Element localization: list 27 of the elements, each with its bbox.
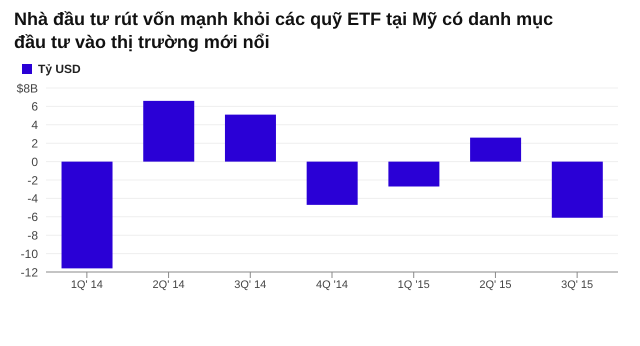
y-tick-label: -4 <box>27 192 38 206</box>
bar <box>62 162 113 268</box>
chart-title: Nhà đầu tư rút vốn mạnh khỏi các quỹ ETF tại Mỹ có danh mục đầu tư vào thị trường mới nổi <box>13 8 554 54</box>
bar <box>470 138 522 162</box>
bar <box>388 162 440 186</box>
y-tick-label: 6 <box>31 100 38 114</box>
y-tick-label: 2 <box>31 136 38 150</box>
x-tick-label: 3Q' 14 <box>234 278 266 291</box>
x-tick-label: 3Q' 15 <box>561 278 594 291</box>
bar <box>552 162 603 218</box>
y-tick-label: -8 <box>27 228 38 242</box>
y-tick-label: 4 <box>31 118 38 132</box>
y-tick-label: -6 <box>27 210 38 224</box>
x-tick-label: 2Q' 14 <box>152 278 185 291</box>
bar <box>306 162 358 205</box>
x-tick-label: 1Q '15 <box>398 278 430 291</box>
x-tick-label: 1Q' 14 <box>70 278 103 291</box>
bar <box>224 114 276 162</box>
y-tick-label: $8B <box>16 81 38 96</box>
x-tick-label: 4Q '14 <box>316 278 348 291</box>
y-tick-label: -10 <box>20 246 38 261</box>
y-tick-label: -2 <box>27 173 38 188</box>
legend-label: Tỷ USD <box>38 62 81 76</box>
x-tick-label: 2Q' 15 <box>479 278 512 291</box>
y-tick-label: -12 <box>20 265 38 280</box>
y-tick-label: 0 <box>31 154 38 169</box>
bar <box>143 100 194 162</box>
